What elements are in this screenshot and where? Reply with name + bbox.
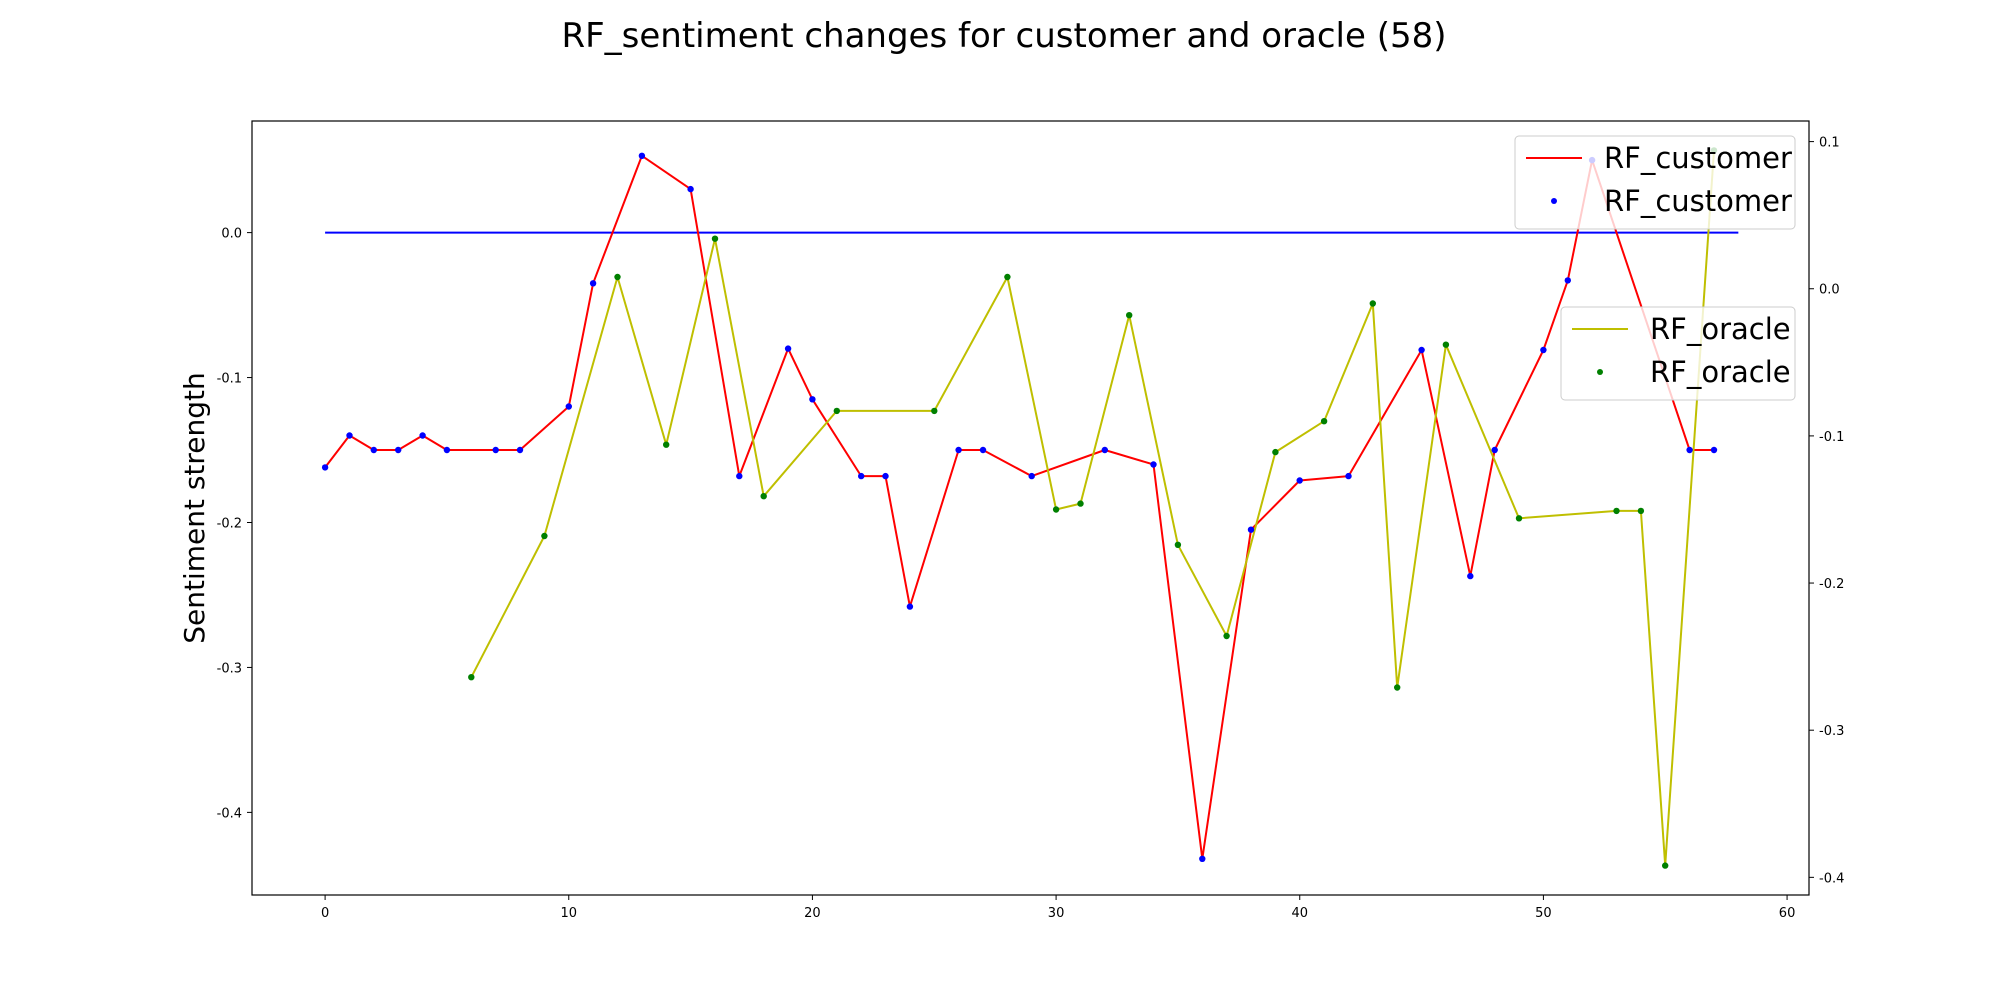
customer-data-point (1540, 346, 1547, 354)
oracle-data-point (1637, 507, 1645, 515)
chart-title: RF_sentiment changes for customer and or… (561, 16, 1446, 56)
oracle-data-point (1320, 418, 1328, 425)
legend-oracle: RF_oracle RF_oracle (1560, 306, 1796, 401)
y2-tick-label: -0.1 (1819, 430, 1844, 445)
y2-tick-label: 0.1 (1819, 136, 1840, 151)
customer-data-point (1710, 446, 1718, 454)
legend-customer-point-label: RF_customer (1604, 184, 1792, 218)
x-tick-label: 30 (1048, 906, 1065, 921)
legend-customer: RF_customer RF_customer (1514, 135, 1796, 230)
oracle-data-point (1662, 862, 1669, 869)
legend-oracle-box (1560, 306, 1796, 401)
plot-area (321, 147, 1739, 869)
customer-data-point (955, 446, 962, 454)
customer-data-point (858, 472, 865, 480)
customer-data-point (492, 446, 499, 454)
customer-data-point (419, 432, 426, 439)
x-tick-label: 0 (321, 906, 329, 921)
customer-data-point (589, 280, 597, 287)
oracle-data-point (1613, 507, 1620, 515)
y-tick-label: -0.2 (217, 516, 242, 531)
customer-data-point (809, 396, 816, 403)
customer-data-point (516, 446, 524, 454)
customer-data-point (784, 345, 792, 352)
oracle-data-point (833, 407, 840, 415)
legend-oracle-line-label: RF_oracle (1650, 312, 1791, 346)
oracle-data-point (468, 674, 475, 681)
x-tick-label: 40 (1291, 906, 1308, 921)
oracle-data-point (1052, 506, 1060, 513)
y2-tick-label: -0.4 (1819, 871, 1844, 886)
y-tick-label: -0.3 (217, 661, 242, 676)
x-tick-label: 50 (1535, 906, 1552, 921)
customer-data-point (736, 472, 743, 480)
customer-data-point (638, 152, 646, 159)
customer-data-point (443, 446, 451, 454)
customer-data-point (1199, 855, 1206, 862)
oracle-data-point (1077, 500, 1084, 507)
customer-data-point (1491, 446, 1498, 454)
customer-data-point (370, 446, 377, 454)
customer-data-point (882, 472, 889, 480)
y-axis-title: Sentiment strength (178, 372, 211, 644)
legend-customer-line-label: RF_customer (1604, 141, 1792, 175)
oracle-data-point (1394, 684, 1401, 691)
customer-data-point (1345, 472, 1352, 480)
oracle-data-point (663, 441, 670, 448)
customer-series-line (324, 154, 1714, 860)
x-tick-label: 20 (804, 906, 821, 921)
legend-oracle-point-label: RF_oracle (1650, 355, 1791, 389)
y2-tick-label: -0.3 (1819, 724, 1844, 739)
oracle-data-point (614, 273, 621, 281)
customer-data-point (346, 432, 353, 439)
customer-data-point (1564, 277, 1572, 284)
customer-data-point (1418, 346, 1425, 354)
legend-customer-point-swatch (1551, 198, 1557, 204)
oracle-data-point (1126, 312, 1133, 319)
x-tick-label: 60 (1779, 906, 1796, 921)
legend-customer-box (1514, 135, 1796, 230)
oracle-data-point (1174, 541, 1182, 548)
oracle-data-point (541, 532, 548, 540)
oracle-data-point (1272, 448, 1279, 456)
y-tick-label: -0.1 (217, 372, 242, 387)
customer-data-point (395, 446, 402, 454)
oracle-data-point (711, 235, 719, 242)
oracle-data-point (1004, 273, 1011, 281)
customer-data-point (1296, 477, 1303, 484)
customer-data-point (1101, 446, 1109, 454)
customer-data-point (906, 603, 914, 610)
customer-data-point (1150, 461, 1157, 468)
oracle-data-point (1369, 300, 1377, 307)
oracle-data-point (1442, 341, 1450, 348)
oracle-series-line (470, 150, 1715, 867)
y-tick-label: 0.0 (221, 227, 242, 242)
plot-frame (251, 120, 1810, 896)
customer-data-point (1467, 572, 1474, 580)
y2-tick-label: -0.2 (1819, 577, 1844, 592)
oracle-data-point (931, 407, 938, 415)
legend-oracle-point-swatch (1597, 369, 1603, 375)
oracle-data-point (760, 493, 767, 500)
customer-data-point (1686, 446, 1693, 454)
customer-data-point (321, 464, 329, 471)
customer-data-point (1028, 472, 1035, 480)
customer-data-point (687, 185, 694, 193)
y2-tick-label: 0.0 (1819, 283, 1840, 298)
oracle-data-point (1223, 632, 1230, 640)
customer-data-point (565, 403, 572, 410)
x-tick-label: 10 (560, 906, 577, 921)
y-tick-label: -0.4 (217, 806, 242, 821)
customer-data-point (1247, 526, 1255, 533)
customer-data-point (979, 446, 987, 454)
oracle-data-point (1515, 515, 1523, 522)
